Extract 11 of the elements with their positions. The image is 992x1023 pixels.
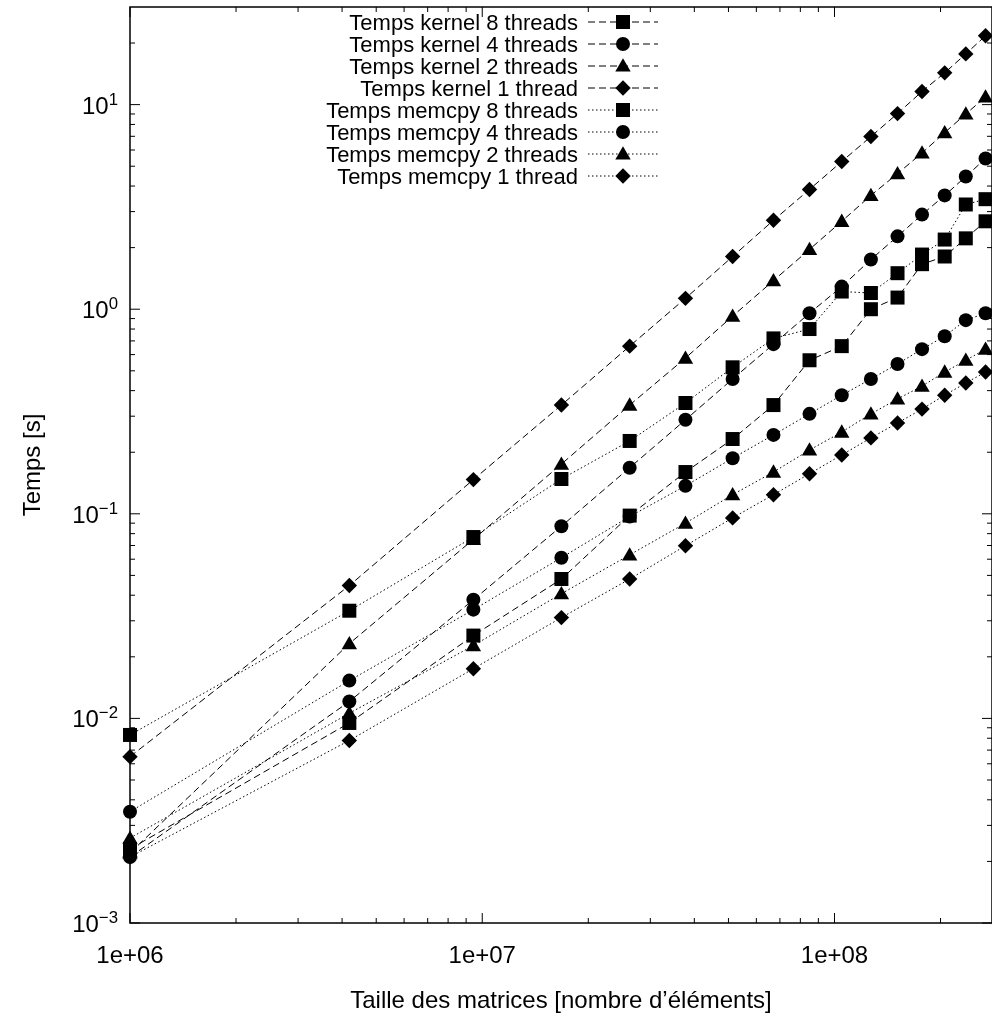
legend-label: Temps kernel 8 threads bbox=[349, 10, 578, 35]
x-tick-label: 1e+08 bbox=[800, 941, 869, 968]
y-axis-title: Temps [s] bbox=[18, 413, 45, 517]
y-tick-label: 10$^{0}$ bbox=[81, 293, 118, 324]
y-tick-label: 10$^{−2}$ bbox=[72, 702, 118, 733]
x-tick-label: 1e+06 bbox=[96, 941, 164, 968]
x-axis-title: Taille des matrices [nombre d’éléments] bbox=[350, 986, 772, 1013]
x-tick-label: 1e+07 bbox=[448, 941, 516, 968]
y-tick-label: 10$^{−1}$ bbox=[72, 498, 118, 528]
y-tick-label: 10$^{−3}$ bbox=[72, 907, 118, 937]
y-tick-label: 10$^{1}$ bbox=[81, 89, 118, 119]
